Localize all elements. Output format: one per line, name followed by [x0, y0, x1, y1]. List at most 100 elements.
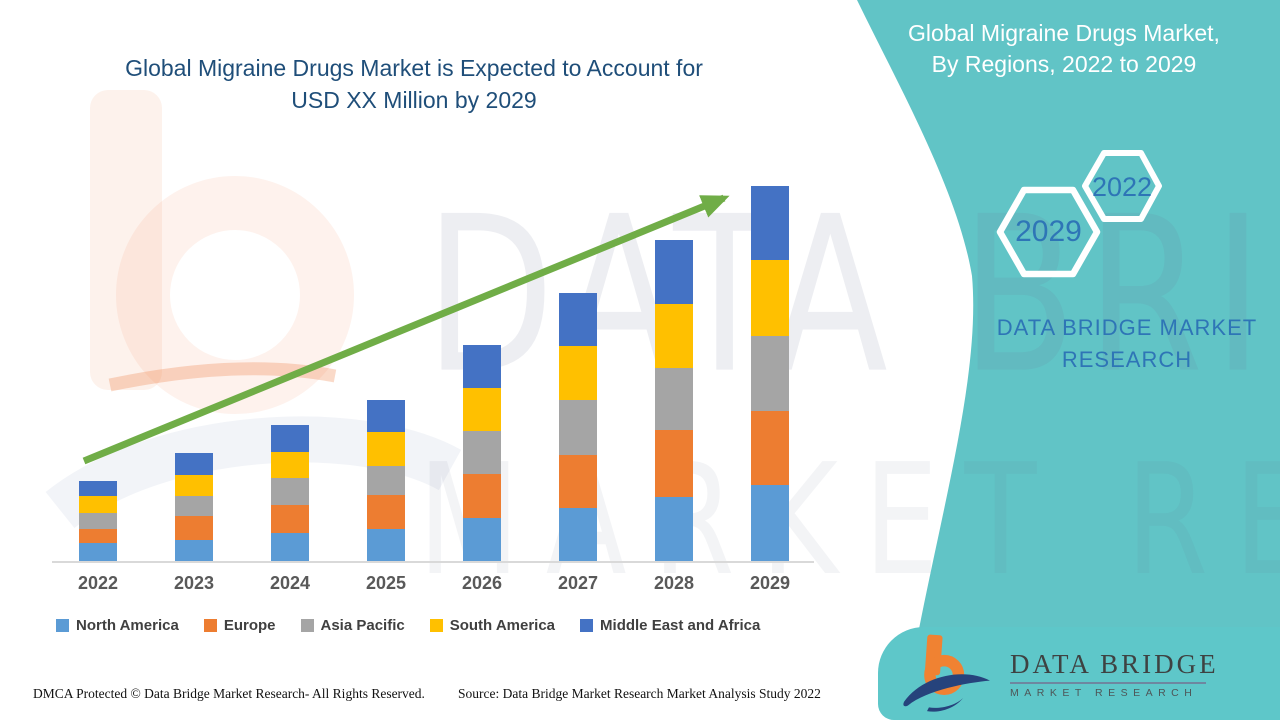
- legend-swatch: [56, 619, 69, 632]
- trend-arrow-line: [82, 194, 730, 465]
- bar-segment-asia-pacific: [79, 513, 117, 529]
- logo-card: DATA BRIDGE MARKET RESEARCH: [878, 627, 1280, 720]
- x-tick-label: 2027: [557, 573, 599, 593]
- side-panel-brand-line2: RESEARCH: [1061, 347, 1193, 372]
- hexagon-2022-label: 2022: [1091, 172, 1153, 202]
- bar-segment-south-america: [271, 452, 309, 478]
- dbmr-logo-swoosh-tail: [927, 697, 964, 712]
- bar-segment-europe: [367, 495, 405, 529]
- bar-2029: [751, 186, 789, 561]
- side-panel-brand-line1: DATA BRIDGE MARKET: [996, 315, 1258, 340]
- bar-segment-asia-pacific: [559, 400, 597, 455]
- bar-column: [434, 186, 530, 561]
- bar-segment-north-america: [79, 543, 117, 561]
- legend-label: South America: [449, 617, 556, 634]
- bar-column: [50, 186, 146, 561]
- side-panel-heading: Global Migraine Drugs Market, By Regions…: [880, 18, 1248, 80]
- bar-segment-middle-east-and-africa: [559, 293, 597, 346]
- bar-segment-north-america: [175, 540, 213, 561]
- bar-2027: [559, 293, 597, 561]
- legend-swatch: [429, 619, 443, 632]
- hexagon-2029: [996, 186, 1101, 278]
- bar-segment-north-america: [367, 529, 405, 561]
- bar-column: [626, 186, 722, 561]
- source-note: Source: Data Bridge Market Research Mark…: [458, 686, 821, 701]
- bar-segment-europe: [463, 474, 501, 518]
- legend-swatch: [203, 619, 217, 632]
- bar-2028: [655, 240, 693, 561]
- bar-segment-middle-east-and-africa: [463, 345, 501, 388]
- stacked-bar-chart: 2022 2023 2024 2025 2026 2027 2028 2029: [50, 186, 818, 594]
- side-panel-shape: [857, 0, 1280, 720]
- x-tick-label: 2024: [269, 573, 311, 593]
- bar-segment-south-america: [367, 432, 405, 466]
- logo-brand-tagline: MARKET RESEARCH: [1010, 686, 1198, 699]
- page-title-line2: USD XX Million by 2029: [291, 87, 537, 113]
- hexagon-2029-label: 2029: [1015, 215, 1082, 248]
- x-axis-labels: 2022 2023 2024 2025 2026 2027 2028 2029: [50, 573, 818, 594]
- bar-segment-middle-east-and-africa: [79, 481, 117, 496]
- page-title: Global Migraine Drugs Market is Expected…: [58, 52, 770, 116]
- bar-segment-europe: [271, 505, 309, 533]
- legend-label: Europe: [223, 617, 276, 634]
- bar-2022: [79, 481, 117, 561]
- dbmr-logo: [903, 634, 990, 712]
- side-panel-brand: DATA BRIDGE MARKET RESEARCH: [950, 312, 1280, 376]
- x-tick-label: 2023: [173, 573, 215, 593]
- x-tick-label: 2028: [653, 573, 695, 593]
- dbmr-logo-swoosh: [903, 673, 990, 706]
- bar-column: [242, 186, 338, 561]
- legend-swatch: [300, 619, 314, 632]
- bar-segment-asia-pacific: [175, 496, 213, 516]
- bar-segment-middle-east-and-africa: [271, 425, 309, 452]
- logo-text-block: DATA BRIDGE MARKET RESEARCH: [1010, 649, 1219, 699]
- bar-column: [146, 186, 242, 561]
- bar-segment-middle-east-and-africa: [175, 453, 213, 475]
- bar-segment-north-america: [463, 518, 501, 561]
- bar-segment-south-america: [79, 496, 117, 513]
- dmca-notice: DMCA Protected © Data Bridge Market Rese…: [33, 686, 425, 701]
- bar-segment-south-america: [463, 388, 501, 431]
- bar-segment-asia-pacific: [655, 368, 693, 430]
- bar-2026: [463, 345, 501, 561]
- bar-segment-north-america: [271, 533, 309, 561]
- bar-segment-south-america: [751, 260, 789, 336]
- legend-item-europe: Europe: [203, 617, 276, 634]
- x-tick-label: 2026: [461, 573, 503, 593]
- bar-2023: [175, 453, 213, 561]
- bar-2025: [367, 400, 405, 561]
- bar-segment-europe: [751, 411, 789, 485]
- bar-2024: [271, 425, 309, 561]
- legend-label: North America: [76, 617, 179, 634]
- bar-segment-south-america: [655, 304, 693, 368]
- legend-label: Middle East and Africa: [600, 617, 761, 634]
- legend-swatch: [580, 619, 594, 632]
- bar-segment-south-america: [175, 475, 213, 496]
- page-title-line1: Global Migraine Drugs Market is Expected…: [125, 55, 703, 81]
- bars-area: [50, 186, 818, 561]
- bar-segment-north-america: [751, 485, 789, 561]
- x-tick-label: 2025: [365, 573, 407, 593]
- x-axis-line: [52, 561, 814, 563]
- logo-divider: [1010, 681, 1206, 684]
- trend-arrow: [82, 194, 730, 465]
- bar-segment-north-america: [559, 508, 597, 561]
- legend-item-south-america: South America: [429, 617, 556, 634]
- bar-column: [722, 186, 818, 561]
- x-tick-label: 2022: [77, 573, 119, 593]
- legend-item-middle-east-and-africa: Middle East and Africa: [580, 617, 760, 634]
- side-panel-heading-line1: Global Migraine Drugs Market,: [908, 20, 1220, 46]
- bar-column: [530, 186, 626, 561]
- bar-segment-europe: [175, 516, 213, 540]
- bar-segment-asia-pacific: [751, 336, 789, 411]
- chart-legend: North America Europe Asia Pacific South Ame…: [56, 617, 760, 634]
- logo-brand-name: DATA BRIDGE: [1010, 648, 1219, 679]
- bar-segment-middle-east-and-africa: [655, 240, 693, 304]
- bar-segment-north-america: [655, 497, 693, 561]
- x-tick-label: 2029: [749, 573, 791, 593]
- bar-segment-asia-pacific: [463, 431, 501, 474]
- hexagon-2022: [1082, 150, 1162, 222]
